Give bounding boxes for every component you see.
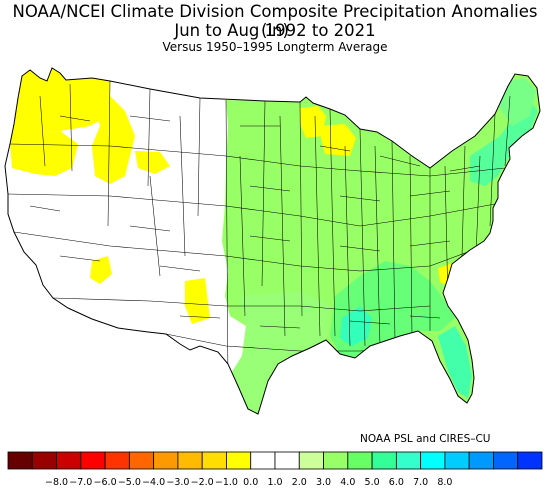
legend-bin (250, 451, 276, 470)
legend-label: 0.0 (243, 477, 258, 488)
legend-bin (444, 451, 470, 470)
color-legend: −8.0 −7.0 −6.0 −5.0 −4.0 −3.0 −2.0 −1.0 0.0 1.0 2.… (7, 451, 543, 488)
legend-label: 8.0 (437, 477, 452, 488)
legend-bin (298, 451, 324, 470)
legend-label: 5.0 (365, 477, 380, 488)
wet-region-mississippi-delta (340, 306, 372, 346)
credit-label: NOAA PSL and CIRES–CU (360, 433, 491, 445)
legend-bin (153, 451, 179, 470)
legend-bin (80, 451, 106, 470)
legend-bin (31, 451, 57, 470)
legend-bin (201, 451, 227, 470)
legend-bin (517, 451, 543, 470)
legend-bin (493, 451, 519, 470)
legend-label: −1.0 (215, 477, 238, 488)
legend-label: 1.0 (267, 477, 282, 488)
legend-label: 4.0 (340, 477, 355, 488)
wet-region-northeast (470, 101, 538, 186)
dry-region-idaho (92, 96, 135, 184)
map-title: NOAA/NCEI Climate Division Composite Pre… (12, 2, 538, 40)
legend-bin (395, 451, 422, 470)
legend-label: −7.0 (69, 477, 92, 488)
legend-bin (420, 451, 446, 470)
legend-label: −4.0 (142, 477, 165, 488)
legend-bin (371, 451, 397, 470)
legend-bin (274, 451, 300, 470)
legend-label: −2.0 (191, 477, 214, 488)
legend-bin (128, 451, 155, 470)
dry-region-new-mexico (185, 278, 210, 324)
legend-label: −5.0 (118, 477, 141, 488)
legend-label: −8.0 (45, 477, 68, 488)
legend-bin (177, 451, 203, 470)
legend-bin (56, 451, 82, 470)
legend-label: −6.0 (94, 477, 117, 488)
legend-bin (226, 451, 252, 470)
legend-bin (468, 451, 494, 470)
legend-bin (7, 451, 33, 470)
legend-label: 3.0 (316, 477, 331, 488)
climate-division-lines (7, 80, 511, 387)
legend-label: −3.0 (166, 477, 189, 488)
legend-label: 6.0 (389, 477, 404, 488)
wet-region-light-south-plains (232, 291, 330, 414)
map-baseline: Versus 1950–1995 Longterm Average (162, 40, 388, 54)
us-climate-division-map (4, 67, 541, 415)
legend-bin (347, 451, 373, 470)
dry-region-arizona (90, 256, 112, 284)
legend-label: 2.0 (292, 477, 307, 488)
dry-region-wisconsin (318, 124, 356, 156)
legend-bin (104, 451, 130, 470)
wet-region-florida (438, 326, 472, 398)
legend-bin (323, 451, 349, 470)
dry-region-washington (10, 68, 110, 144)
dry-region-montana-west (135, 151, 170, 174)
map-period: Jun to Aug 1992 to 2021 (174, 21, 376, 40)
legend-label: 7.0 (413, 477, 428, 488)
